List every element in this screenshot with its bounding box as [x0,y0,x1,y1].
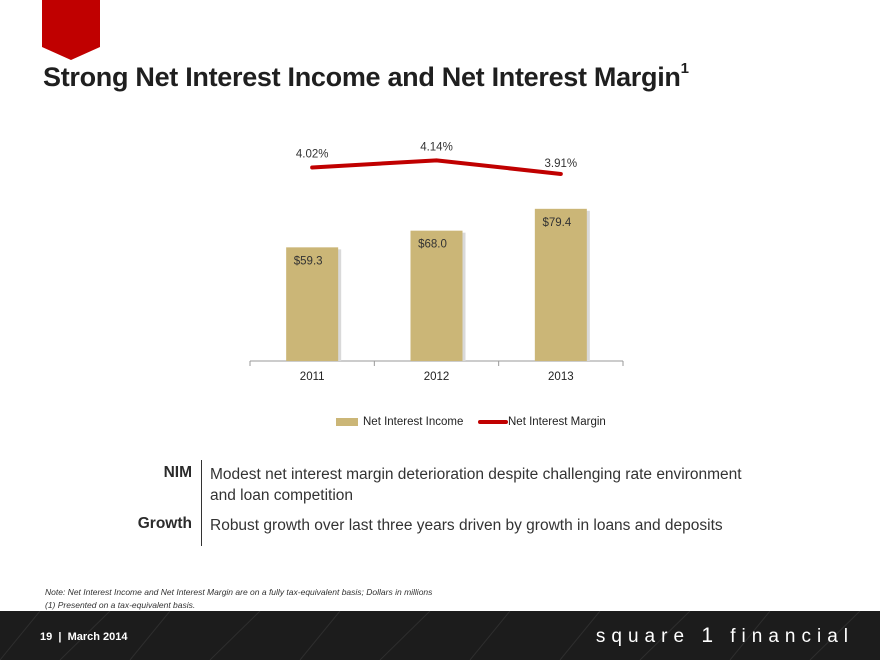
commentary-text-nim: Modest net interest margin deterioration… [210,466,742,504]
page-info: 19 | March 2014 [40,631,128,643]
page-date: March 2014 [67,631,128,643]
title-footnote-marker: 1 [680,60,689,77]
commentary-label-nim: NIM [163,464,192,481]
legend-item-net-interest-margin: Net Interest Margin [478,416,606,428]
category-label: 2011 [300,371,325,383]
brand-logo: square 1 financial [596,624,854,648]
commentary-divider [201,460,202,546]
footer-texture [0,611,861,660]
footnote-note: Note: Net Interest Income and Net Intere… [45,587,433,597]
brand-word-financial: financial [730,626,854,647]
legend-swatch-line [478,420,508,424]
category-label: 2013 [548,371,574,383]
bar-value-label: $68.0 [418,239,447,251]
legend-item-net-interest-income: Net Interest Income [336,416,463,428]
corner-accent-shape [42,0,100,60]
legend-label-net-interest-margin: Net Interest Margin [508,416,606,428]
commentary-text-growth: Robust growth over last three years driv… [210,517,723,534]
page-number: 19 [40,631,53,643]
page-separator: | [58,631,62,643]
margin-value-label: 4.14% [420,141,453,153]
footnote-ref: (1) Presented on a tax-equivalent basis. [45,600,196,610]
legend-swatch-bar [336,418,358,426]
category-label: 2012 [424,371,450,383]
bar-value-label: $59.3 [294,255,323,267]
brand-word-square: square [595,626,691,647]
margin-value-label: 4.02% [296,148,329,160]
bar-net-interest-income [534,208,587,361]
bar-value-label: $79.4 [542,217,571,229]
margin-value-label: 3.91% [545,158,578,170]
commentary-label-growth: Growth [137,515,192,532]
net-interest-margin-line [310,158,563,176]
brand-number: 1 [701,624,719,647]
legend-label-net-interest-income: Net Interest Income [363,416,464,428]
footnotes: Note: Net Interest Income and Net Intere… [45,586,432,612]
net-interest-chart: $59.3 $68.0 $79.4 2011 2012 2013 4.02% 4.14% 3… [249,141,624,383]
page-title: Strong Net Interest Income and Net Inter… [43,60,689,92]
bar-net-interest-income [286,247,339,361]
footer-bar: 19 | March 2014 square 1 financial [0,611,880,660]
bar-net-interest-income [410,230,463,361]
